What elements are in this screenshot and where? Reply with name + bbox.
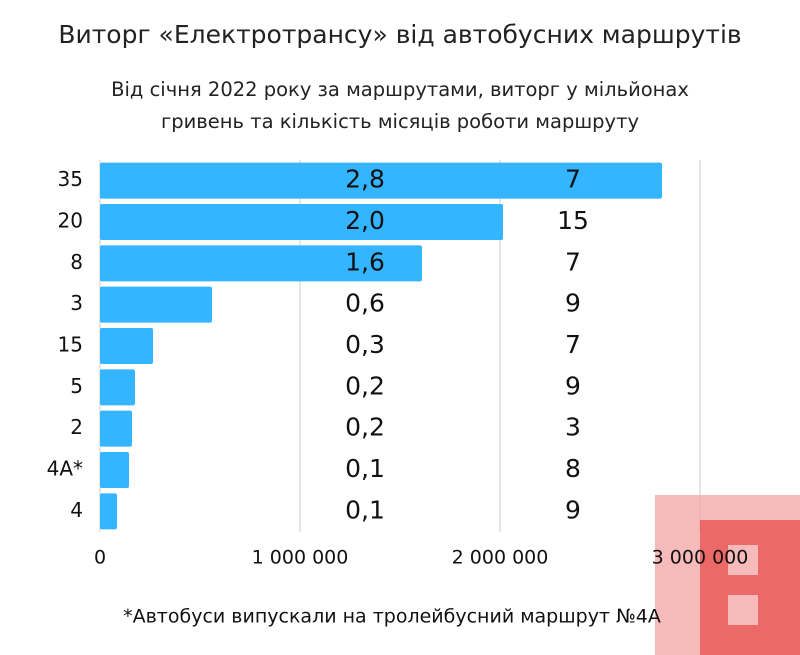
y-tick-label: 20 [58,209,83,233]
x-tick-label: 0 [94,547,106,569]
x-tick-label: 2 000 000 [452,547,549,569]
value-label: 0,3 [345,330,385,359]
months-label: 7 [565,165,581,194]
months-label: 8 [565,454,581,483]
logo [655,495,800,655]
x-tick-label: 1 000 000 [252,547,349,569]
bar [100,410,132,447]
y-tick-label: 5 [70,374,83,398]
y-tick-label: 4A* [47,457,83,481]
months-label: 9 [565,289,581,318]
value-label: 0,6 [345,289,385,318]
value-label: 2,8 [345,165,385,194]
bar [100,245,422,282]
y-tick-label: 2 [70,415,83,439]
months-label: 3 [565,413,581,442]
bar [100,369,135,406]
months-label: 7 [565,247,581,276]
bar [100,328,153,364]
chart-title: Виторг «Електротрансу» від автобусних ма… [58,20,742,49]
bar [100,204,503,240]
y-tick-label: 4 [70,498,83,522]
bar [100,162,662,199]
value-label: 0,1 [345,495,385,524]
value-label: 0,2 [345,371,385,400]
logo-hole [728,595,758,625]
bar [100,452,129,488]
bar [100,493,117,530]
logo-front [700,520,800,655]
y-tick-label: 35 [58,167,83,191]
y-tick-label: 3 [70,291,83,315]
logo-hole [728,545,758,575]
x-tick-label: 3 000 000 [652,547,749,569]
y-tick-label: 15 [58,333,83,357]
bar [100,286,212,323]
months-label: 15 [557,206,589,235]
y-tick-label: 8 [70,250,83,274]
chart-subtitle: Від січня 2022 року за маршрутами, витор… [111,78,689,133]
months-label: 9 [565,371,581,400]
months-label: 9 [565,495,581,524]
value-label: 2,0 [345,206,385,235]
value-label: 0,2 [345,413,385,442]
months-label: 7 [565,330,581,359]
footnote: *Автобуси випускали на тролейбусний марш… [123,606,661,628]
value-label: 0,1 [345,454,385,483]
value-label: 1,6 [345,247,385,276]
